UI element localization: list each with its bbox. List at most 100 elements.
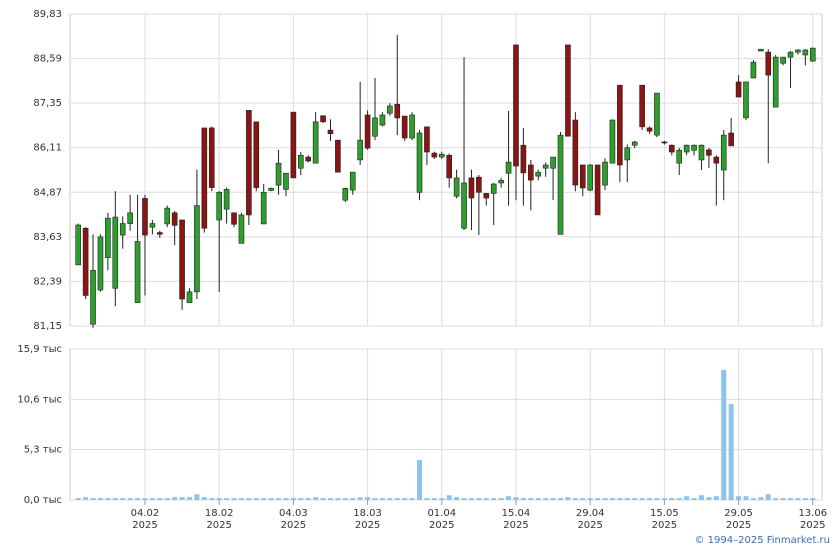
volume-bar (468, 498, 474, 500)
candle-up (260, 191, 267, 225)
x-tick-label: 15.04 2025 (501, 508, 531, 531)
candle-up (119, 223, 126, 236)
candle-up (624, 147, 631, 161)
volume-bar (558, 498, 563, 500)
volume-bar (609, 498, 615, 500)
volume-bar (454, 497, 460, 500)
volume-bar (535, 498, 541, 500)
volume-bar (431, 498, 437, 500)
volume-bar (409, 498, 415, 500)
volume-bar (283, 498, 289, 500)
candle-up (90, 269, 96, 325)
volume-bar (238, 498, 244, 500)
volume-bar (179, 497, 185, 500)
volume-bar (209, 498, 215, 500)
candle-up (379, 114, 386, 126)
candle-up (349, 171, 356, 191)
volume-bar (261, 498, 267, 500)
candle-up (802, 49, 809, 56)
y-tick-label: 83,63 (33, 232, 62, 243)
y-tick-label: 81,15 (33, 321, 62, 332)
candle-down (468, 177, 475, 199)
volume-bar (231, 498, 237, 500)
candle-up (127, 212, 133, 224)
candle-up (602, 161, 608, 186)
candle-down (305, 156, 312, 162)
candle-down (572, 119, 579, 186)
volume-bar (97, 498, 103, 500)
volume-bar (647, 498, 653, 500)
y-tick-label: 84,87 (33, 187, 62, 198)
candle-down (579, 164, 586, 189)
candle-up (795, 49, 801, 53)
candle-up (557, 134, 564, 235)
volume-bar (691, 498, 697, 500)
volume-bar (379, 498, 385, 500)
y-tick-label: 88,59 (33, 54, 62, 65)
volume-bar (372, 498, 378, 500)
volume-bar (639, 498, 645, 500)
volume-bar (721, 369, 727, 500)
volume-bar (736, 496, 742, 500)
candle-up (498, 180, 504, 184)
candle-up (698, 144, 705, 161)
candle-up (691, 144, 697, 151)
candle-down (171, 212, 178, 226)
volume-bar (483, 498, 489, 500)
candle-up (758, 48, 764, 52)
candle-down (668, 144, 675, 153)
candle-down (617, 84, 623, 166)
candle-up (550, 156, 556, 169)
x-tick-label: 29.05 2025 (724, 508, 753, 531)
volume-bar (795, 498, 801, 500)
candle-down (713, 156, 720, 164)
candle-up (654, 92, 660, 136)
volume-bar (765, 494, 771, 500)
volume-bar (661, 498, 667, 500)
volume-bar (698, 495, 704, 500)
candle-up (297, 154, 304, 169)
y-tick-label: 87,35 (33, 98, 62, 109)
candle-up (505, 161, 512, 174)
candle-up (275, 162, 282, 186)
volume-bar (149, 498, 155, 500)
volume-bar (201, 497, 207, 500)
volume-bar (491, 498, 497, 500)
volume-bar (327, 498, 333, 500)
candle-up (535, 171, 542, 177)
candle-up (780, 56, 786, 64)
candle-up (342, 188, 349, 201)
candle-up (238, 214, 245, 244)
volume-bar (164, 498, 170, 500)
volume-bar (461, 498, 467, 500)
volume-frame (69, 348, 823, 501)
source-link[interactable]: © 1994–2025 Finmarket.ru (694, 535, 830, 546)
volume-bar (476, 498, 482, 500)
volume-bar (520, 498, 526, 500)
volume-bar (120, 498, 126, 500)
candle-up (453, 177, 460, 197)
x-tick-label: 13.06 2025 (798, 508, 828, 531)
candle-down (179, 219, 185, 300)
volume-bar (617, 498, 623, 500)
candle-down (483, 193, 490, 199)
candle-down (528, 164, 534, 181)
candle-down (157, 232, 163, 235)
volume-bar (595, 498, 601, 500)
volume-bar (513, 497, 519, 500)
volume-bar (135, 498, 141, 500)
volume-bar (342, 498, 348, 500)
candle-up (743, 81, 749, 119)
candle-down (364, 114, 371, 149)
volume-bar (632, 498, 638, 500)
candle-down (476, 176, 482, 193)
volume-bar (706, 497, 712, 500)
candle-up (105, 217, 111, 259)
candle-down (394, 103, 401, 119)
candle-down (320, 115, 326, 123)
volume-bar (758, 497, 764, 500)
candle-down (735, 81, 742, 98)
candle-down (661, 141, 668, 144)
